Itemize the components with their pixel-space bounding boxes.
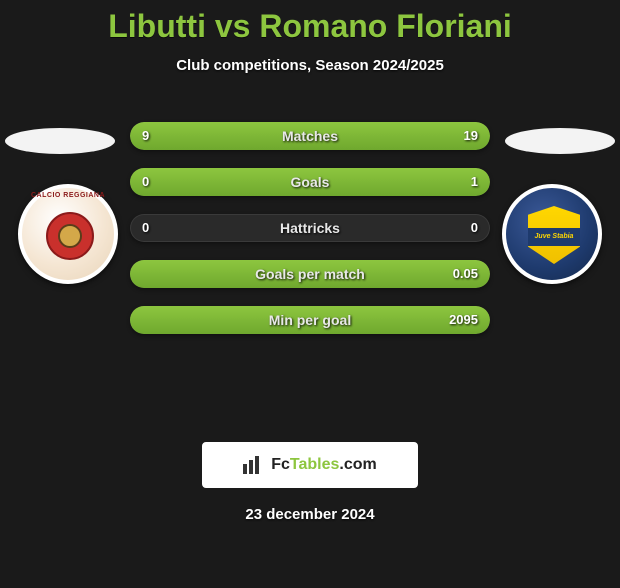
- stats-bars: 9Matches190Goals10Hattricks0Goals per ma…: [130, 122, 490, 352]
- stat-label: Hattricks: [130, 214, 490, 242]
- brand-name-b: Tables: [290, 456, 340, 473]
- right-ellipse-decor: [505, 128, 615, 154]
- stat-row: Goals per match0.05: [130, 260, 490, 288]
- stat-row: Min per goal2095: [130, 306, 490, 334]
- brand-tld: .com: [339, 456, 376, 473]
- stat-row: 0Hattricks0: [130, 214, 490, 242]
- brand-logo[interactable]: FcTables.com: [202, 442, 418, 488]
- left-team-badge: CALCIO REGGIANA: [18, 184, 118, 284]
- brand-text: FcTables.com: [271, 456, 377, 474]
- stat-value-right: 19: [464, 122, 478, 150]
- stat-label: Min per goal: [130, 306, 490, 334]
- left-team-badge-text: CALCIO REGGIANA: [22, 192, 114, 199]
- stat-value-right: 2095: [449, 306, 478, 334]
- page-title: Libutti vs Romano Floriani: [0, 8, 620, 45]
- stat-value-right: 0.05: [453, 260, 478, 288]
- right-team-badge-text: Juve Stabia: [528, 228, 580, 246]
- stat-row: 9Matches19: [130, 122, 490, 150]
- stat-row: 0Goals1: [130, 168, 490, 196]
- brand-name-a: Fc: [271, 456, 290, 473]
- subtitle: Club competitions, Season 2024/2025: [0, 57, 620, 74]
- left-ellipse-decor: [5, 128, 115, 154]
- bars-icon: [243, 456, 265, 474]
- stat-label: Goals per match: [130, 260, 490, 288]
- stat-label: Matches: [130, 122, 490, 150]
- stat-label: Goals: [130, 168, 490, 196]
- right-team-badge: Juve Stabia: [502, 184, 602, 284]
- comparison-panel: CALCIO REGGIANA Juve Stabia 9Matches190G…: [0, 104, 620, 424]
- stat-value-right: 0: [471, 214, 478, 242]
- stat-value-right: 1: [471, 168, 478, 196]
- date-label: 23 december 2024: [0, 506, 620, 523]
- left-badge-ball-icon: [58, 224, 82, 248]
